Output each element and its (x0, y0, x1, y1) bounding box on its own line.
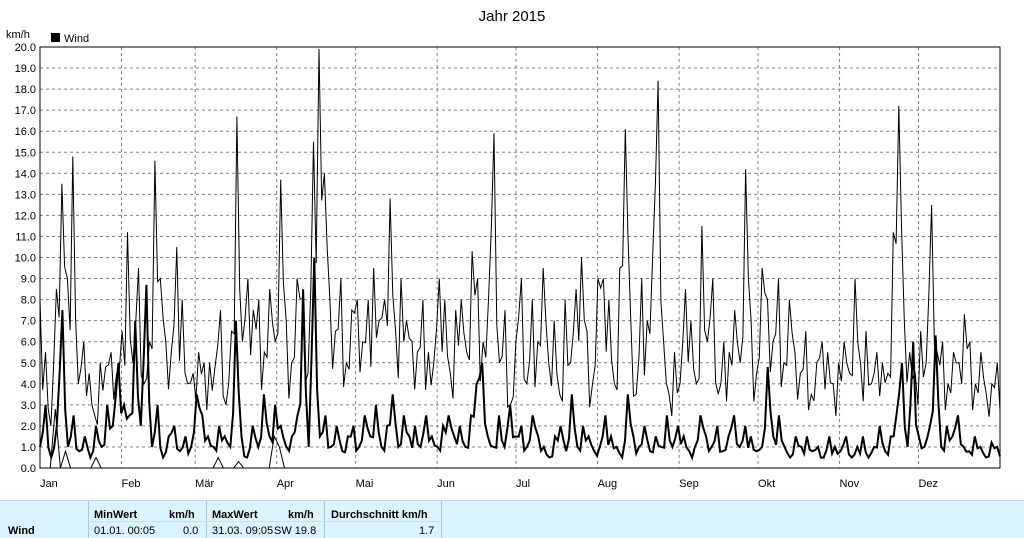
y-tick-label: 0.0 (21, 463, 36, 475)
y-tick-label: 18.0 (15, 84, 36, 96)
y-tick-label: 3.0 (21, 400, 36, 412)
separator (441, 501, 442, 538)
y-tick-labels: 0.0 1.0 2.0 3.0 4.0 5.0 6.0 7.0 8.0 9.0 10.0 11.0 12… (15, 42, 36, 475)
y-tick-label: 5.0 (21, 358, 36, 370)
max-header: MaxWert (212, 509, 258, 521)
max-value: SW 19.8 (274, 525, 317, 537)
x-tick-label: Jun (437, 478, 455, 490)
min-date: 01.01. 00:05 (94, 525, 156, 537)
x-tick-label: Aug (598, 478, 618, 490)
y-tick-label: 10.0 (15, 253, 36, 265)
series-line (39, 49, 1001, 426)
y-tick-label: 6.0 (21, 337, 36, 349)
y-tick-label: 7.0 (21, 316, 36, 328)
min-value: 0.0 (183, 525, 199, 537)
stats-row-label: Wind (8, 525, 35, 537)
y-tick-label: 9.0 (21, 274, 36, 286)
series-line (39, 257, 1001, 462)
x-tick-label: Apr (277, 478, 294, 490)
y-axis-label: km/h (6, 29, 30, 41)
y-tick-label: 17.0 (15, 105, 36, 117)
header-rule (88, 521, 440, 522)
separator (206, 501, 207, 538)
y-tick-label: 1.0 (21, 442, 36, 454)
grid (40, 47, 1000, 468)
x-tick-label: Mai (356, 478, 374, 490)
y-tick-label: 20.0 (15, 42, 36, 54)
wind-year-chart: Jahr 2015 km/h Wind 0.0 1.0 2.0 3.0 4.0 5.0 6.… (6, 8, 1001, 490)
separator (88, 501, 89, 538)
y-tick-label: 16.0 (15, 126, 36, 138)
separator (324, 501, 325, 538)
legend-swatch (51, 33, 60, 42)
legend-label: Wind (64, 33, 89, 45)
x-tick-label: Dez (918, 478, 938, 490)
avg-header: Durchschnitt km/h (331, 509, 428, 521)
y-tick-label: 11.0 (15, 231, 36, 243)
y-tick-label: 8.0 (21, 295, 36, 307)
chart-title: Jahr 2015 (479, 8, 546, 25)
y-tick-label: 15.0 (15, 147, 36, 159)
plot-frame (39, 46, 1001, 469)
x-tick-label: Mär (195, 478, 214, 490)
x-tick-label: Jan (40, 478, 58, 490)
max-unit: km/h (288, 509, 314, 521)
y-tick-label: 12.0 (15, 210, 36, 222)
y-tick-label: 2.0 (21, 421, 36, 433)
max-date: 31.03. 09:05 (212, 525, 274, 537)
avg-value: 1.7 (419, 525, 435, 537)
min-unit: km/h (169, 509, 195, 521)
x-tick-labels: Jan Feb Mär Apr Mai Jun Jul Aug Sep Okt Nov Dez (40, 478, 938, 490)
x-tick-label: Feb (122, 478, 141, 490)
x-tick-label: Jul (516, 478, 530, 490)
y-tick-label: 19.0 (15, 63, 36, 75)
stats-panel: Wind MinWert km/h 01.01. 00:05 0.0 MaxWe… (0, 500, 1024, 538)
y-tick-label: 4.0 (21, 379, 36, 391)
min-header: MinWert (94, 509, 138, 521)
y-tick-label: 14.0 (15, 168, 36, 180)
x-tick-label: Nov (840, 478, 860, 490)
y-tick-label: 13.0 (15, 189, 36, 201)
x-tick-label: Okt (758, 478, 775, 490)
x-tick-label: Sep (679, 478, 699, 490)
